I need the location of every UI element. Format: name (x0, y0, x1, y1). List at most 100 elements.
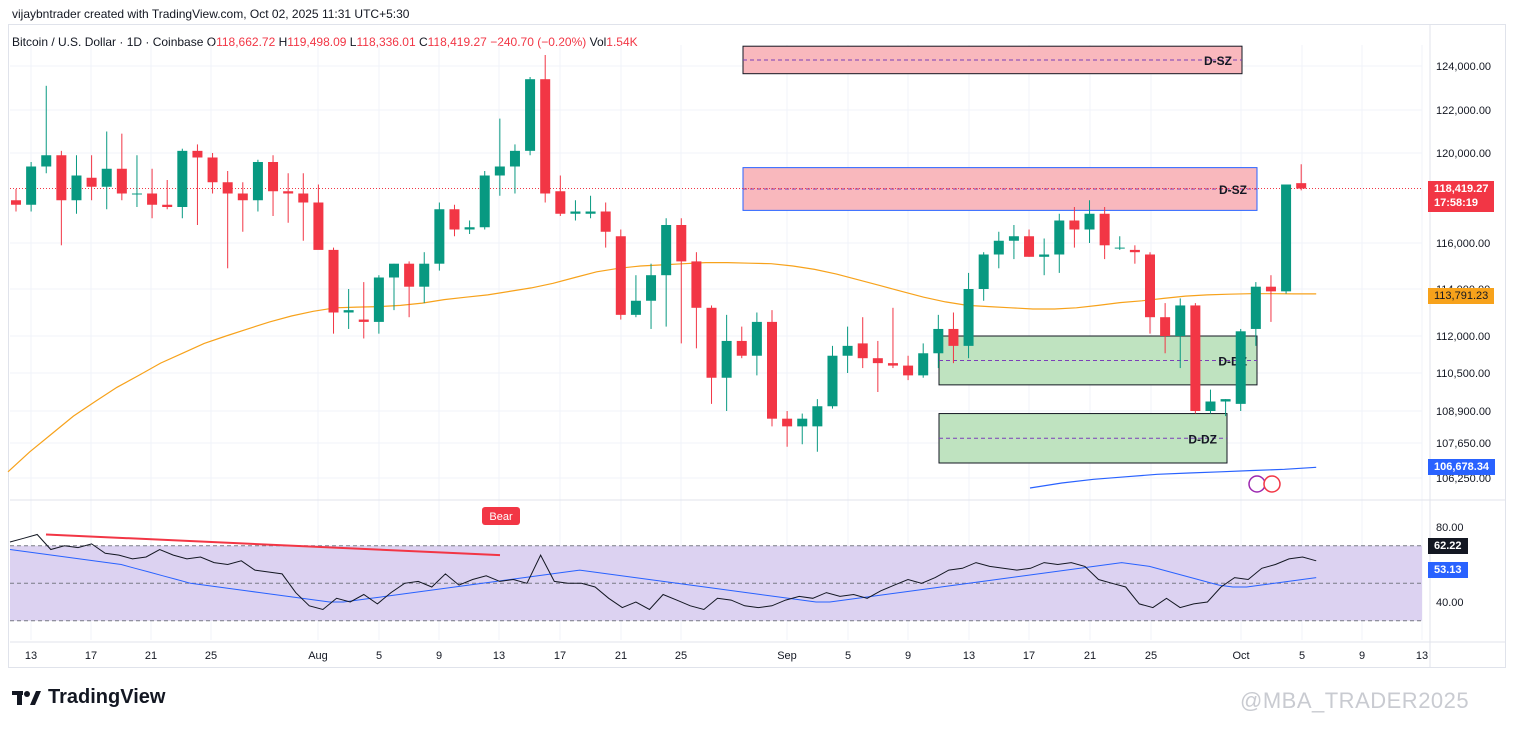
candle-body (525, 79, 536, 151)
time-tick-label: 17 (1023, 650, 1035, 662)
candle-body (479, 175, 490, 228)
close-label: C (419, 35, 428, 49)
candle-body (1205, 401, 1216, 411)
candle-body (373, 277, 384, 322)
candle-body (767, 321, 777, 419)
candle-body (116, 168, 127, 194)
zone-label: D-DZ (1188, 432, 1217, 446)
candle-body (721, 340, 732, 378)
time-tick-label: 21 (145, 650, 157, 662)
candle-body (993, 240, 1004, 255)
high-value: 119,498.09 (287, 35, 347, 49)
time-tick-label: 17 (85, 650, 97, 662)
time-tick-label: 13 (493, 650, 505, 662)
price-tick-label: 106,250.00 (1436, 473, 1491, 485)
divergence-label: Bear (489, 511, 513, 523)
candle-body (237, 193, 248, 201)
candle-body (646, 275, 657, 301)
rsi-ma-value-tag: 53.13 (1428, 562, 1468, 578)
candle-body (1099, 213, 1110, 246)
author-line: vijaybntrader created with TradingView.c… (12, 7, 410, 21)
candle-body (147, 193, 158, 205)
time-tick-label: 13 (25, 650, 37, 662)
candle-body (26, 166, 37, 205)
rsi-line (9, 533, 1317, 611)
open-label: O (206, 35, 217, 49)
candle-body (736, 340, 747, 356)
time-tick-label: 5 (1299, 650, 1305, 662)
candle-body (1054, 220, 1065, 255)
time-tick-label: 25 (205, 650, 217, 662)
candle-body (691, 261, 702, 308)
time-tick-label: 5 (376, 650, 382, 662)
candle-body (1281, 184, 1292, 292)
price-tick-label: 122,000.00 (1436, 105, 1491, 117)
candle-body (404, 263, 415, 287)
chart-frame (8, 24, 1506, 668)
tradingview-logo[interactable]: TradingView (12, 686, 165, 709)
candle-body (570, 211, 581, 214)
low-value: 118,336.01 (356, 35, 416, 49)
rsi-value-tag: 62.22 (1428, 538, 1468, 554)
candle-body (706, 307, 717, 378)
candle-body (358, 319, 369, 322)
candle-body (222, 182, 233, 194)
candle-body (782, 418, 793, 427)
candle-body (419, 263, 430, 287)
last-price-value: 118,419.27 (1434, 183, 1489, 195)
time-tick-label: 25 (675, 650, 687, 662)
candle-body (963, 289, 974, 346)
candle-body (887, 363, 898, 366)
candle-body (797, 418, 808, 427)
symbol-title[interactable]: Bitcoin / U.S. Dollar · 1D · Coinbase (12, 35, 204, 49)
candle-body (1084, 213, 1095, 230)
candle-body (162, 204, 173, 207)
time-tick-label: 9 (905, 650, 911, 662)
watermark-text: @MBA_TRADER2025 (1240, 688, 1470, 713)
candle-body (252, 162, 263, 201)
candle-body (298, 193, 309, 203)
candle-body (661, 225, 672, 276)
divergence-line (45, 533, 501, 557)
price-tick-label: 116,000.00 (1436, 238, 1490, 250)
time-tick-label: 9 (436, 650, 442, 662)
candle-body (1296, 183, 1307, 189)
time-tick-label: 25 (1145, 650, 1157, 662)
candle-body (389, 263, 399, 278)
candle-body (857, 343, 868, 359)
ma-long-price-tag: 106,678.34 (1428, 459, 1496, 475)
candle-body (948, 328, 959, 346)
time-tick-label: 21 (615, 650, 627, 662)
candle-body (1145, 254, 1155, 318)
time-tick-label: 21 (1084, 650, 1096, 662)
candle-body (978, 254, 989, 289)
candle-body (192, 150, 203, 158)
candle-body (1024, 236, 1035, 257)
ma-price-tag: 113,791.23 (1428, 288, 1495, 304)
candle-body (177, 150, 188, 207)
candle-body (434, 209, 445, 264)
candle-body (872, 358, 883, 364)
candle-body (1250, 286, 1261, 329)
candle-body (630, 300, 641, 315)
candle-body (101, 168, 112, 187)
high-label: H (278, 35, 288, 49)
countdown-value: 17:58:19 (1434, 197, 1479, 209)
time-tick-label: 9 (1359, 650, 1365, 662)
candle-body (1235, 331, 1246, 404)
candle-body (600, 211, 611, 232)
time-tick-label: 13 (963, 650, 975, 662)
candle-body (676, 225, 687, 262)
time-tick-label: Sep (777, 650, 797, 662)
zone-box-demand (938, 335, 1258, 386)
candle-body (207, 157, 218, 183)
candle-body (812, 406, 823, 427)
volume-value: 1.54K (606, 35, 638, 49)
candle-body (1008, 236, 1019, 241)
tradingview-logo-icon (12, 690, 41, 705)
candle-body (56, 155, 67, 201)
candle-body (1160, 317, 1171, 336)
candle-body (464, 227, 475, 230)
time-tick-label: 17 (554, 650, 566, 662)
